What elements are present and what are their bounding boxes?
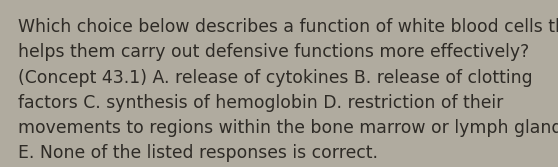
Text: Which choice below describes a function of white blood cells that
helps them car: Which choice below describes a function …	[18, 18, 558, 162]
